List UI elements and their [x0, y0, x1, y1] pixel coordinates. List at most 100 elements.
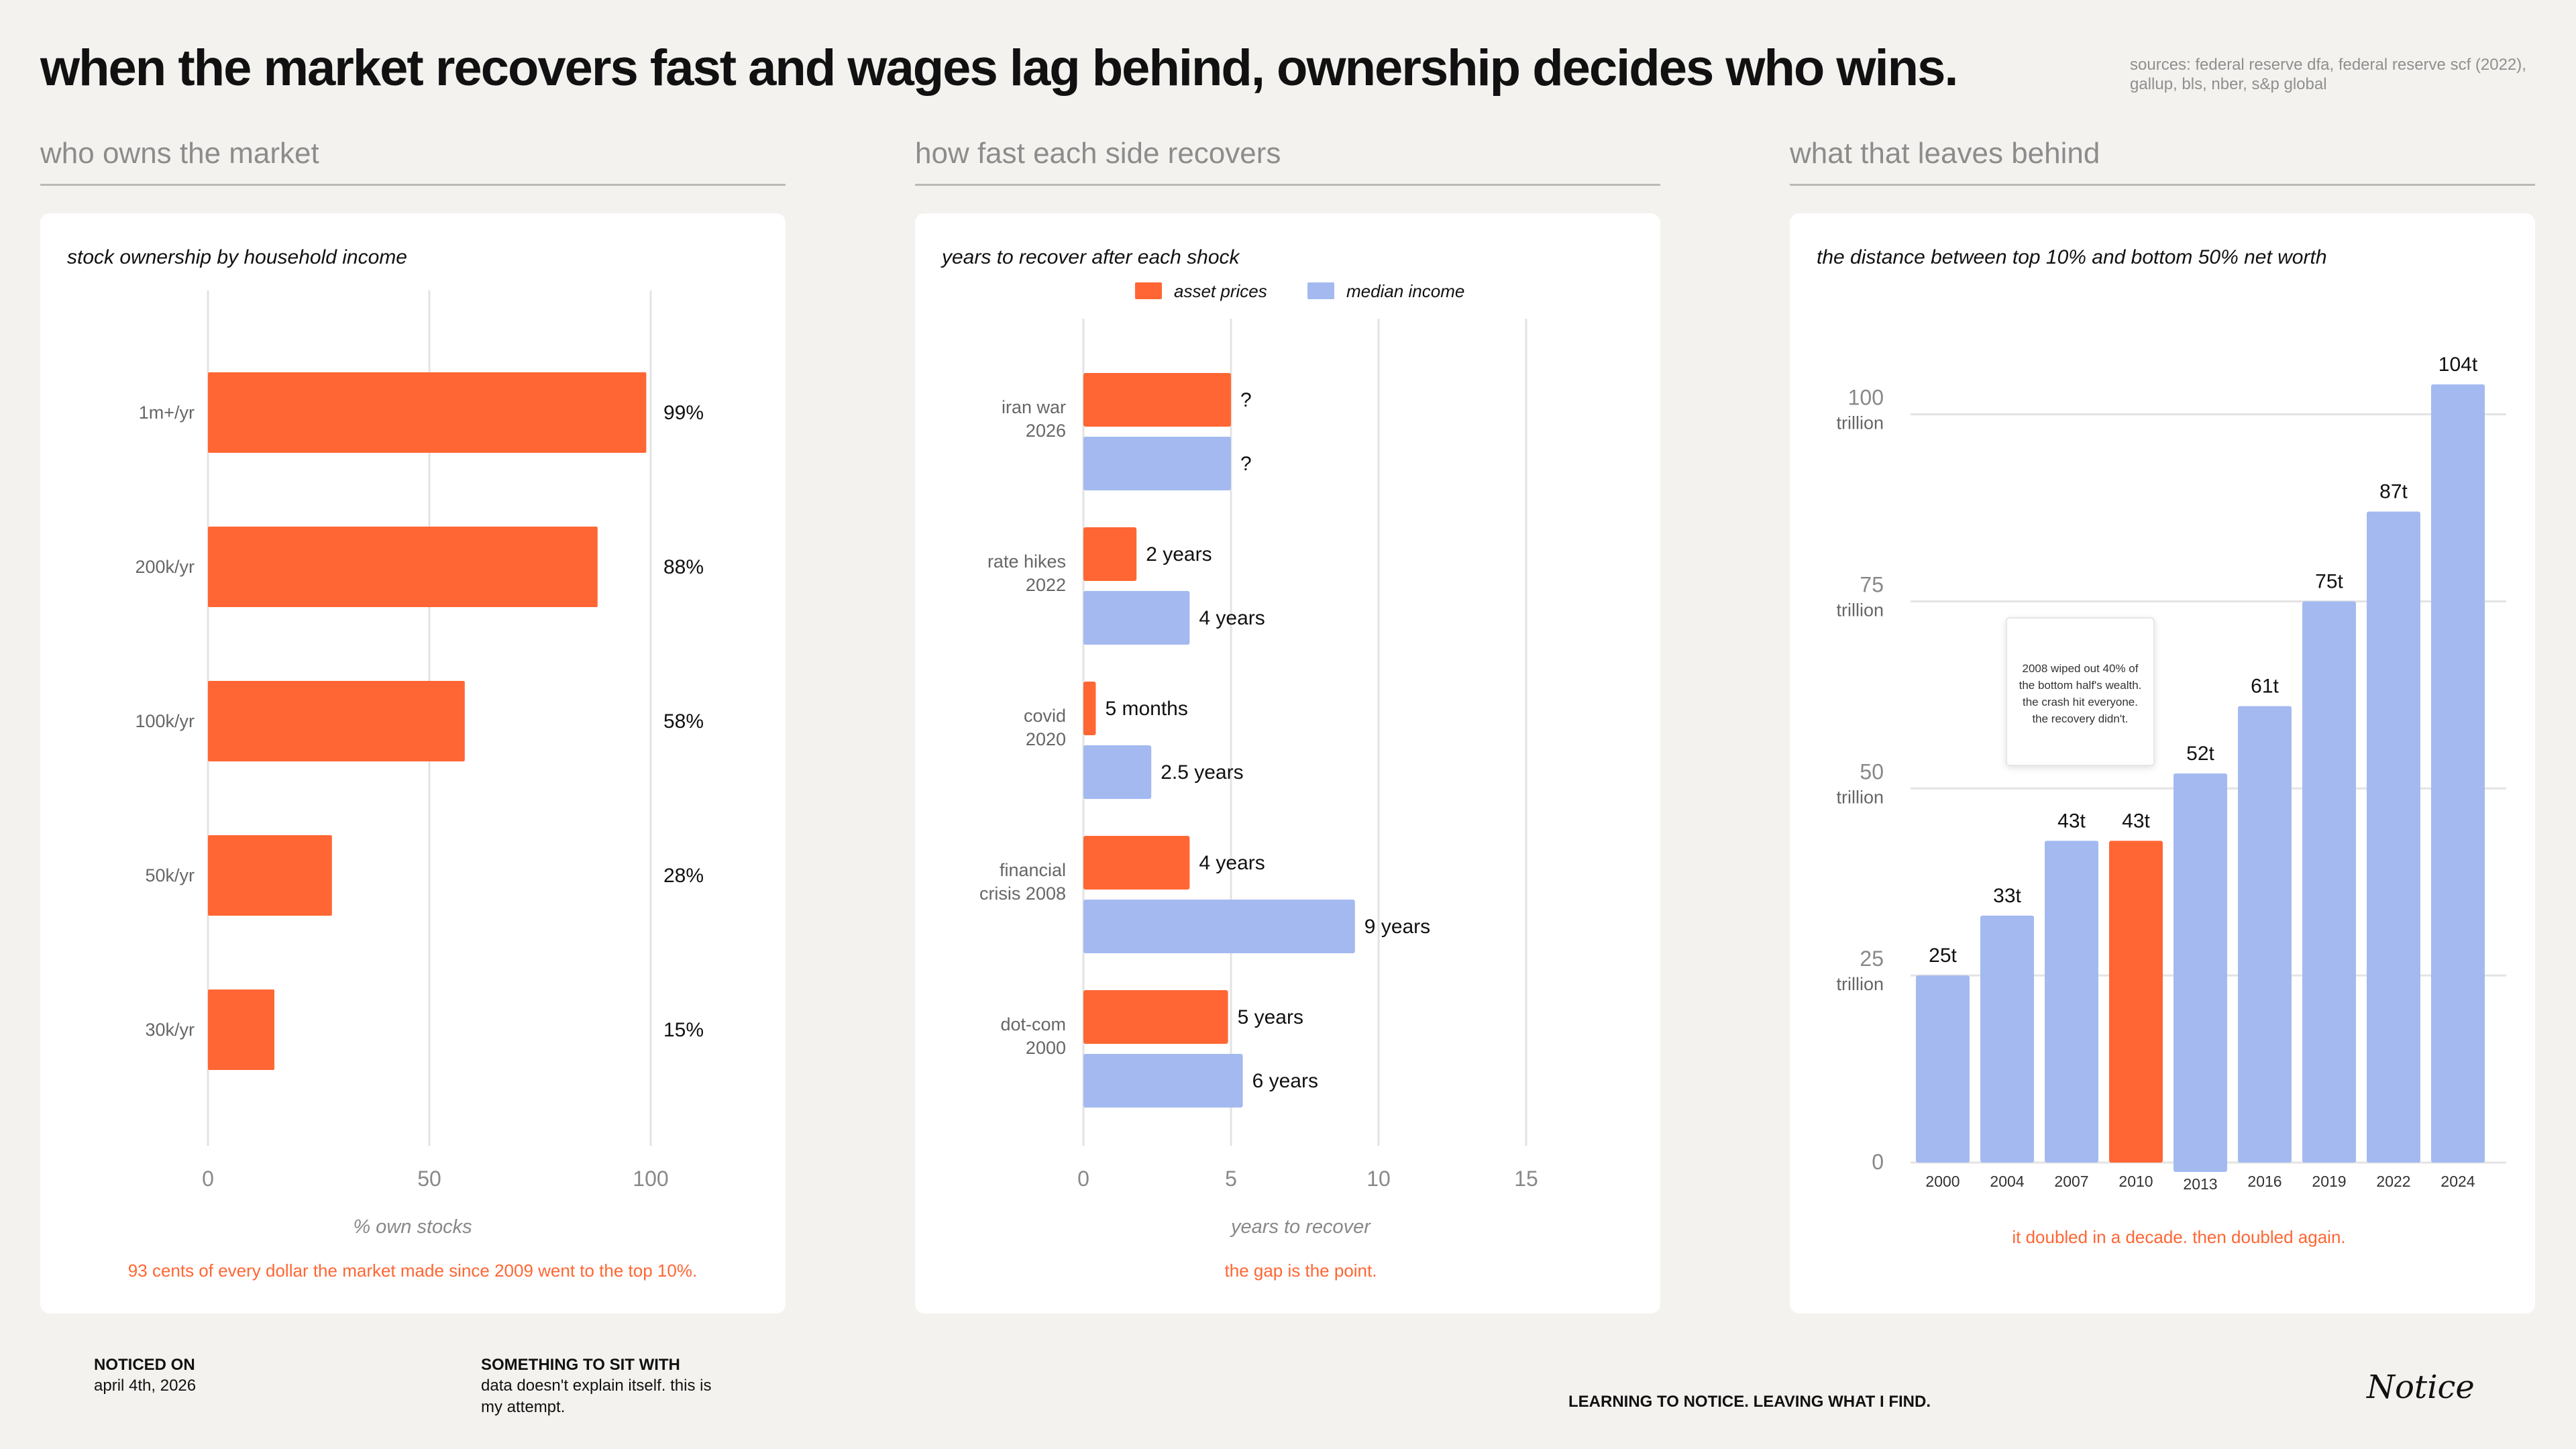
x-tick-label: 2004	[1990, 1173, 2024, 1190]
y-tick-label: 0	[1872, 1150, 1884, 1174]
value-label: 75t	[2315, 570, 2343, 592]
value-label: 28%	[663, 865, 704, 887]
ownership-chart: stock ownership by household income 0 50 10…	[67, 246, 704, 1281]
x-axis-label: years to recover	[1230, 1216, 1371, 1238]
gap-bar	[2174, 773, 2227, 1172]
value-label: 4 years	[1199, 607, 1265, 629]
section-title-gap: what that leaves behind	[1790, 137, 2535, 186]
category-label: 100k/yr	[135, 711, 195, 731]
y-tick-unit: trillion	[1836, 787, 1884, 807]
category-label: 2000	[1026, 1038, 1066, 1058]
value-label: 104t	[2438, 354, 2478, 376]
asset-price-bar	[1083, 527, 1137, 581]
category-label: crisis 2008	[979, 883, 1066, 904]
gap-bar	[1916, 975, 1970, 1163]
median-income-bar	[1083, 745, 1152, 799]
annotation-line: the recovery didn't.	[2032, 712, 2129, 725]
noticed-on-label: NOTICED ON	[94, 1356, 195, 1374]
noticed-on-date: april 4th, 2026	[94, 1377, 197, 1395]
x-tick-label: 2024	[2440, 1173, 2475, 1190]
x-tick-label: 15	[1514, 1167, 1538, 1191]
chart-note: the gap is the point.	[1225, 1260, 1377, 1281]
sit-with-line: my attempt.	[481, 1398, 566, 1416]
legend-label: asset prices	[1174, 281, 1267, 301]
value-label: 25t	[1929, 945, 1957, 967]
y-tick-label: 25	[1860, 947, 1884, 971]
category-label: 200k/yr	[135, 557, 195, 577]
category-label: 2026	[1026, 421, 1066, 441]
legend-swatch	[1307, 282, 1334, 299]
chart-title: stock ownership by household income	[67, 246, 407, 268]
category-label: 50k/yr	[145, 865, 195, 885]
median-income-bar	[1083, 900, 1355, 953]
category-label: iran war	[1002, 397, 1066, 417]
crisis-annotation-card: 2008 wiped out 40% of the bottom half's …	[2006, 617, 2155, 766]
y-tick-label: 75	[1860, 572, 1884, 596]
x-tick-label: 2000	[1925, 1173, 1960, 1190]
chart-title: the distance between top 10% and bottom …	[1817, 246, 2327, 268]
chart-note: it doubled in a decade. then doubled aga…	[2012, 1227, 2345, 1247]
chart-title: years to recover after each shock	[941, 246, 1241, 268]
value-label: 99%	[663, 402, 704, 424]
value-label: 87t	[2379, 481, 2408, 503]
gap-bar	[2045, 841, 2098, 1163]
section-title-recovery: how fast each side recovers	[915, 137, 1660, 186]
value-label: 6 years	[1252, 1070, 1318, 1092]
median-income-bar	[1083, 437, 1231, 490]
value-label: ?	[1240, 389, 1252, 411]
category-label: covid	[1024, 706, 1066, 726]
annotation-line: the bottom half's wealth.	[2019, 679, 2142, 692]
median-income-bar	[1083, 1054, 1243, 1108]
value-label: ?	[1240, 453, 1252, 475]
ownership-bar	[208, 681, 465, 761]
gap-bar	[2109, 841, 2163, 1163]
x-tick-label: 2022	[2376, 1173, 2410, 1190]
x-tick-label: 100	[633, 1167, 668, 1191]
y-tick-label: 100	[1848, 386, 1884, 410]
value-label: 43t	[2057, 810, 2086, 832]
value-label: 2.5 years	[1161, 761, 1243, 784]
x-tick-label: 10	[1366, 1167, 1391, 1191]
sit-with-text: data doesn't explain itself. this is my …	[481, 1375, 711, 1418]
x-tick-label: 0	[202, 1167, 214, 1191]
gap-bar	[2238, 706, 2292, 1163]
value-label: 2 years	[1146, 543, 1212, 566]
value-label: 5 years	[1238, 1006, 1303, 1028]
recovery-chart-panel: years to recover after each shock asset p…	[915, 213, 1660, 1313]
ownership-bar	[208, 372, 647, 453]
value-label: 58%	[663, 710, 704, 733]
asset-price-bar	[1083, 682, 1096, 735]
value-label: 4 years	[1199, 852, 1265, 874]
y-tick-unit: trillion	[1836, 974, 1884, 994]
value-label: 61t	[2251, 676, 2279, 698]
asset-price-bar	[1083, 990, 1228, 1044]
y-tick-unit: trillion	[1836, 600, 1884, 620]
annotation-line: the crash hit everyone.	[2023, 696, 2138, 708]
gap-chart-panel: the distance between top 10% and bottom …	[1790, 213, 2535, 1313]
category-label: dot-com	[1000, 1014, 1066, 1034]
value-label: 43t	[2122, 810, 2150, 832]
value-label: 15%	[663, 1019, 704, 1041]
recovery-chart: years to recover after each shock asset p…	[941, 246, 1538, 1281]
ownership-bar	[208, 835, 332, 916]
asset-price-bar	[1083, 373, 1231, 427]
gap-bar	[2302, 601, 2356, 1163]
category-label: 2020	[1026, 729, 1066, 749]
value-label: 52t	[2186, 743, 2214, 765]
category-label: 1m+/yr	[139, 402, 195, 423]
notice-logo: Notice	[2367, 1368, 2475, 1406]
category-label: financial	[1000, 860, 1066, 880]
median-income-bar	[1083, 591, 1190, 645]
ownership-bar	[208, 527, 598, 607]
gap-bar	[2367, 511, 2420, 1163]
asset-price-bar	[1083, 836, 1190, 890]
footer-tagline: LEARNING TO NOTICE. LEAVING WHAT I FIND.	[1568, 1393, 1931, 1411]
x-tick-label: 2010	[2118, 1173, 2153, 1190]
section-title-ownership: who owns the market	[40, 137, 786, 186]
category-label: rate hikes	[987, 551, 1066, 572]
x-tick-label: 0	[1077, 1167, 1089, 1191]
x-tick-label: 2013	[2183, 1175, 2217, 1193]
chart-note: 93 cents of every dollar the market made…	[128, 1260, 697, 1281]
gap-chart: the distance between top 10% and bottom …	[1817, 246, 2506, 1247]
x-tick-label: 5	[1225, 1167, 1237, 1191]
